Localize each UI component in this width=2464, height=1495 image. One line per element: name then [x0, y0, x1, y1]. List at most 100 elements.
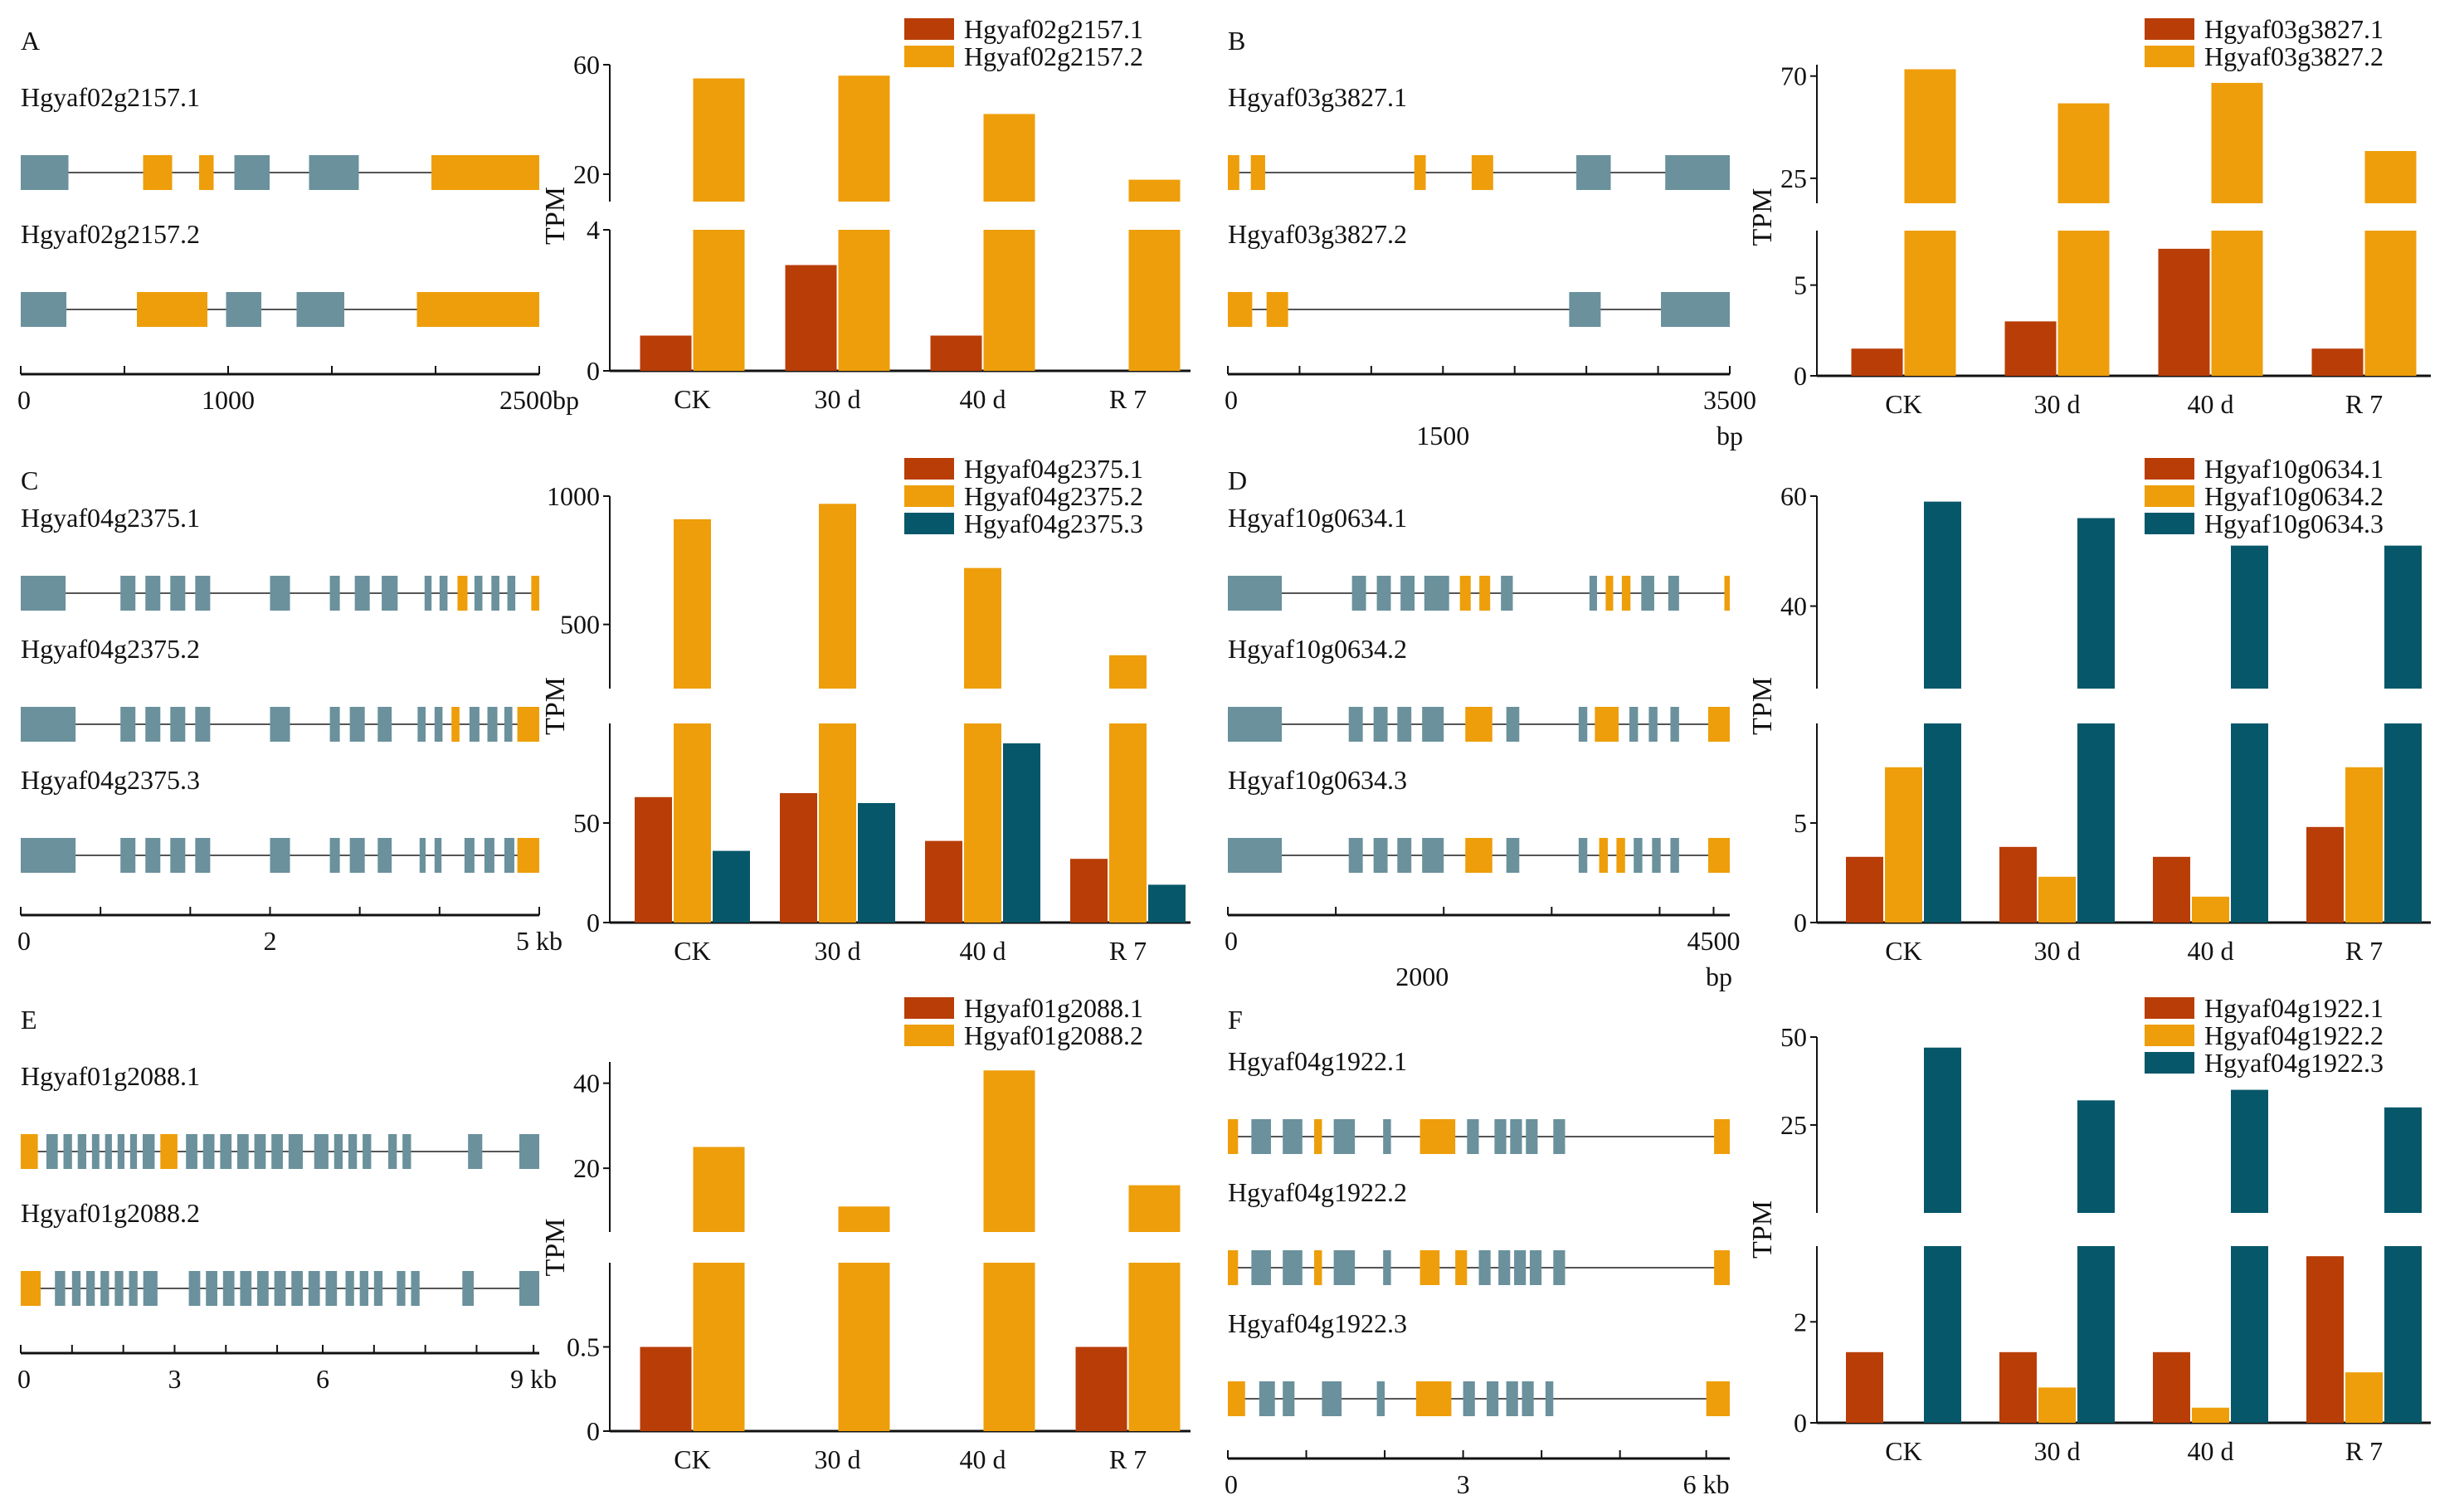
exon-grey — [1522, 1381, 1534, 1416]
exon-grey — [1251, 1250, 1271, 1285]
bar — [1846, 856, 1883, 923]
bar — [693, 230, 745, 371]
exon-grey — [1463, 1381, 1475, 1416]
scale-label: 3 — [1457, 1469, 1470, 1495]
exon-grey — [186, 1134, 197, 1169]
exon-grey — [1670, 707, 1679, 742]
bar-upper — [1924, 501, 1961, 689]
y-tick-label: 0 — [1794, 1408, 1807, 1438]
y-tick-label: 70 — [1780, 61, 1807, 91]
exon-orange — [517, 838, 539, 873]
scale-label: 0 — [1225, 926, 1238, 956]
exon-orange — [457, 576, 468, 611]
exon-grey — [434, 838, 442, 873]
bar-upper — [1128, 179, 1181, 202]
exon-grey — [1545, 1381, 1554, 1416]
exon-grey — [1629, 707, 1639, 742]
exon-orange — [1459, 576, 1471, 611]
scale-label: bp — [1717, 421, 1743, 450]
exon-grey — [85, 1271, 95, 1306]
exon-grey — [462, 1271, 475, 1306]
exon-grey — [1553, 1119, 1566, 1154]
scale-label: 1500 — [1416, 421, 1469, 450]
exon-grey — [1510, 1119, 1522, 1154]
exon-orange — [1595, 707, 1619, 742]
exon-grey — [349, 707, 365, 742]
y-tick-label: 40 — [1780, 592, 1807, 621]
exon-orange — [199, 155, 214, 190]
bar — [819, 723, 856, 923]
bar — [1999, 846, 2037, 923]
transcript-label: Hgyaf10g0634.1 — [1228, 503, 1407, 533]
bar — [2153, 856, 2190, 923]
legend-swatch — [2145, 18, 2194, 40]
exon-grey — [308, 1271, 320, 1306]
bar — [964, 723, 1001, 923]
exon-grey — [195, 707, 211, 742]
scale-label: 0 — [17, 385, 31, 415]
bar-upper — [2057, 103, 2110, 203]
exon-orange — [1724, 576, 1730, 611]
legend-label: Hgyaf03g3827.1 — [2204, 14, 2384, 44]
legend-swatch — [2145, 1052, 2194, 1074]
x-tick-label: CK — [1885, 389, 1921, 419]
y-tick-label: 50 — [1780, 1022, 1807, 1052]
exon-grey — [105, 1134, 112, 1169]
x-tick-label: 40 d — [960, 1444, 1006, 1474]
panel-f: FHgyaf04g1922.1Hgyaf04g1922.2Hgyaf04g192… — [1225, 993, 2431, 1495]
exon-grey — [491, 576, 499, 611]
exon-grey — [1494, 1119, 1507, 1154]
exon-orange — [1415, 1381, 1452, 1416]
exon-grey — [314, 1134, 329, 1169]
legend-label: Hgyaf02g2157.1 — [964, 14, 1143, 44]
exon-grey — [120, 707, 136, 742]
exon-grey — [1422, 838, 1444, 873]
exon-grey — [1506, 707, 1520, 742]
legend-swatch — [2145, 1025, 2194, 1046]
exon-grey — [1348, 707, 1363, 742]
exon-orange — [1465, 707, 1493, 742]
exon-grey — [188, 1271, 201, 1306]
exon-grey — [411, 1271, 420, 1306]
x-tick-label: R 7 — [2345, 389, 2383, 419]
exon-orange — [1714, 1250, 1730, 1285]
exon-grey — [1348, 838, 1363, 873]
exon-grey — [206, 1271, 217, 1306]
bar — [785, 265, 837, 371]
legend-swatch — [904, 997, 954, 1019]
exon-grey — [373, 1271, 383, 1306]
exon-grey — [145, 707, 161, 742]
legend-label: Hgyaf04g1922.2 — [2204, 1020, 2384, 1050]
bar — [2057, 231, 2110, 376]
exon-orange — [1266, 292, 1288, 327]
y-tick-label: 0 — [587, 1416, 600, 1446]
bar — [2306, 826, 2344, 923]
y-tick-label: 60 — [1780, 481, 1807, 511]
scale-label: 9 kb — [510, 1364, 557, 1394]
exon-grey — [170, 707, 186, 742]
exon-grey — [100, 1271, 110, 1306]
x-tick-label: 30 d — [2034, 936, 2081, 966]
exon-orange — [1707, 838, 1730, 873]
bar-upper — [693, 78, 745, 202]
bar — [1999, 1351, 2037, 1423]
exon-grey — [1228, 838, 1283, 873]
scale-label: 6 — [316, 1364, 329, 1394]
exon-orange — [1228, 1250, 1239, 1285]
legend-swatch — [2145, 458, 2194, 480]
exon-orange — [416, 292, 539, 327]
exon-grey — [1397, 838, 1412, 873]
exon-grey — [236, 1134, 249, 1169]
exon-orange — [1414, 155, 1426, 190]
scale-label: 0 — [17, 926, 31, 956]
exon-grey — [1283, 1119, 1303, 1154]
scale-label: 4500 — [1687, 926, 1740, 956]
exon-grey — [1514, 1250, 1527, 1285]
exon-grey — [1668, 576, 1679, 611]
exon-grey — [1251, 1119, 1271, 1154]
bar — [780, 793, 817, 923]
exon-grey — [377, 707, 392, 742]
y-axis-label: TPM — [540, 1219, 571, 1277]
exon-grey — [1661, 292, 1730, 327]
exon-orange — [1228, 1381, 1245, 1416]
